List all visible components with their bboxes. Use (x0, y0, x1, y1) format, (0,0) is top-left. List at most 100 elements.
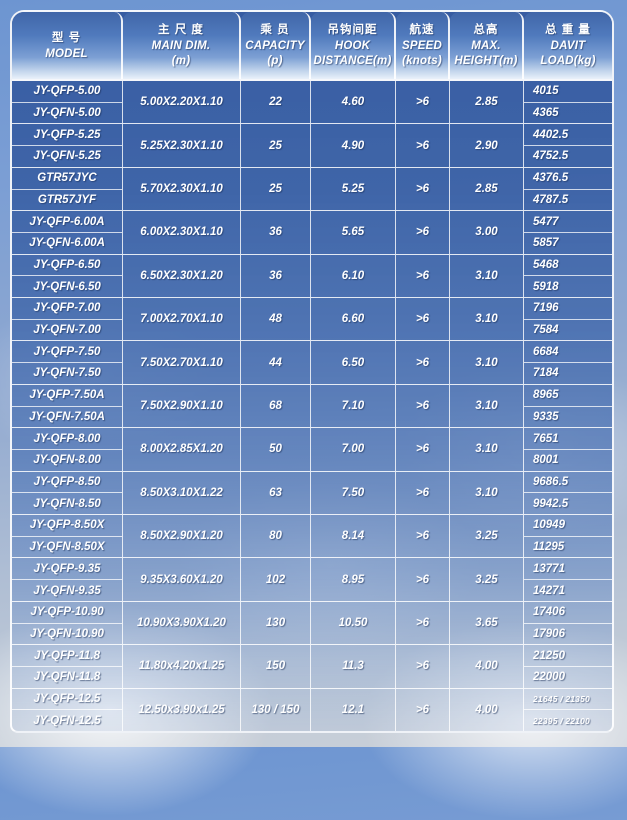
load-secondary: 4787.5 (533, 193, 569, 206)
model-secondary: JY-QFN-10.90 (30, 627, 104, 640)
model-cell: JY-QFP-10.90 JY-QFN-10.90 (12, 601, 123, 645)
height-cell: 3.00 (450, 211, 524, 254)
model-cell: JY-QFP-6.50 JY-QFN-6.50 (12, 254, 123, 298)
hook-cell: 12.1 (311, 688, 396, 731)
speed-cell: >6 (396, 384, 450, 428)
dim-cell: 8.50X3.10X1.22 (123, 471, 241, 515)
load-secondary: 4752.5 (533, 150, 569, 163)
hook-cell: 8.95 (311, 558, 396, 601)
header-en: MAX. (471, 39, 501, 52)
load-primary: 5477 (524, 211, 612, 233)
model-cell: JY-QFP-12.5 JY-QFN-12.5 (12, 688, 123, 731)
dim-cell: 10.90X3.90X1.20 (123, 601, 241, 645)
header-en: SPEED (402, 39, 442, 52)
table-row-group: GTR57JYC GTR57JYF 5.70X2.30X1.10 25 5.25… (12, 167, 612, 212)
speed-cell: >6 (396, 81, 450, 124)
load-primary: 13771 (524, 558, 612, 581)
spec-table: 型 号 MODEL 主 尺 度 MAIN DIM. (m) 乘 员 CAPACI… (10, 10, 614, 733)
table-header: 型 号 MODEL 主 尺 度 MAIN DIM. (m) 乘 员 CAPACI… (12, 12, 612, 81)
height-cell: 3.10 (450, 298, 524, 341)
table-row-group: JY-QFP-6.00A JY-QFN-6.00A 6.00X2.30X1.10… (12, 211, 612, 255)
model-primary: GTR57JYC (12, 168, 122, 190)
speed-cell: >6 (396, 515, 450, 558)
load-primary: 5468 (524, 255, 612, 277)
model-primary: JY-QFP-12.5 (12, 689, 122, 711)
header-en: DAVIT (550, 39, 586, 52)
load-cell: 21645 / 21350 22395 / 22100 (524, 689, 612, 731)
hook-cell: 6.60 (311, 298, 396, 341)
model-secondary: JY-QFN-7.50A (29, 410, 105, 423)
model-cell: JY-QFP-8.00 JY-QFN-8.00 (12, 428, 123, 471)
model-primary: JY-QFP-5.25 (12, 124, 122, 147)
capacity-cell: 102 (241, 558, 311, 601)
header-zh: 型 号 (51, 31, 82, 44)
model-primary: JY-QFP-7.50A (12, 385, 122, 407)
model-secondary: JY-QFN-5.25 (33, 150, 101, 163)
load-primary: 6684 (524, 341, 612, 364)
load-primary: 7651 (524, 428, 612, 450)
table-row-group: JY-QFP-7.50 JY-QFN-7.50 7.50X2.70X1.10 4… (12, 341, 612, 385)
header-en: MAIN DIM. (151, 39, 211, 52)
table-row-group: JY-QFP-9.35 JY-QFN-9.35 9.35X3.60X1.20 1… (12, 558, 612, 602)
model-secondary: JY-QFN-12.5 (33, 714, 101, 727)
header-en: CAPACITY (245, 39, 305, 52)
load-cell: 4402.5 4752.5 (524, 124, 612, 166)
capacity-cell: 50 (241, 428, 311, 471)
height-cell: 3.10 (450, 341, 524, 384)
model-primary: JY-QFP-7.50 (12, 341, 122, 364)
table-row-group: JY-QFP-8.00 JY-QFN-8.00 8.00X2.85X1.20 5… (12, 428, 612, 472)
hook-cell: 5.25 (311, 167, 396, 211)
dim-cell: 8.00X2.85X1.20 (123, 428, 241, 471)
height-cell: 2.90 (450, 124, 524, 167)
speed-cell: >6 (396, 254, 450, 298)
speed-cell: >6 (396, 211, 450, 254)
capacity-cell: 36 (241, 254, 311, 298)
height-cell: 3.10 (450, 428, 524, 471)
dim-cell: 7.50X2.90X1.10 (123, 384, 241, 428)
load-secondary: 17906 (533, 627, 565, 640)
table-row-group: JY-QFP-12.5 JY-QFN-12.5 12.50x3.90x1.25 … (12, 688, 612, 731)
header-zh: 总 重 量 (545, 24, 591, 37)
speed-cell: >6 (396, 167, 450, 211)
model-secondary: JY-QFN-7.50 (33, 367, 101, 380)
model-cell: JY-QFP-8.50 JY-QFN-8.50 (12, 471, 123, 515)
dim-cell: 5.00X2.20X1.10 (123, 81, 241, 124)
hook-cell: 5.65 (311, 211, 396, 254)
capacity-cell: 25 (241, 167, 311, 211)
capacity-cell: 44 (241, 341, 311, 384)
hook-cell: 8.14 (311, 515, 396, 558)
load-cell: 7196 7584 (524, 298, 612, 340)
header-zh: 吊钩间距 (327, 24, 378, 37)
load-secondary: 4365 (533, 107, 559, 120)
header-en: HEIGHT(m) (454, 55, 518, 68)
table-row-group: JY-QFP-11.8 JY-QFN-11.8 11.80x4.20x1.25 … (12, 645, 612, 689)
table-row-group: JY-QFP-5.25 JY-QFN-5.25 5.25X2.30X1.10 2… (12, 124, 612, 168)
speed-cell: >6 (396, 558, 450, 601)
capacity-cell: 68 (241, 384, 311, 428)
load-secondary: 8001 (533, 454, 559, 467)
model-primary: JY-QFP-8.50 (12, 472, 122, 494)
load-primary: 8965 (524, 385, 612, 407)
load-primary: 4015 (524, 81, 612, 103)
header-en: MODEL (45, 47, 88, 60)
speed-cell: >6 (396, 298, 450, 341)
dim-cell: 5.25X2.30X1.10 (123, 124, 241, 167)
table-body: JY-QFP-5.00 JY-QFN-5.00 5.00X2.20X1.10 2… (12, 81, 612, 731)
model-primary: JY-QFP-5.00 (12, 81, 122, 103)
table-row-group: JY-QFP-6.50 JY-QFN-6.50 6.50X2.30X1.20 3… (12, 254, 612, 299)
hook-cell: 11.3 (311, 645, 396, 688)
height-cell: 3.25 (450, 558, 524, 601)
model-cell: JY-QFP-11.8 JY-QFN-11.8 (12, 645, 123, 688)
header-zh: 乘 员 (260, 24, 290, 37)
load-cell: 17406 17906 (524, 602, 612, 644)
load-secondary: 14271 (533, 584, 565, 597)
dim-cell: 5.70X2.30X1.10 (123, 167, 241, 211)
model-secondary: JY-QFN-8.00 (33, 454, 101, 467)
model-secondary: JY-QFN-5.00 (33, 107, 101, 120)
hook-cell: 4.90 (311, 124, 396, 167)
load-secondary: 5857 (533, 237, 559, 250)
header-en: LOAD(kg) (540, 55, 596, 68)
dim-cell: 8.50X2.90X1.20 (123, 515, 241, 558)
model-primary: JY-QFP-10.90 (12, 602, 122, 624)
load-primary: 7196 (524, 298, 612, 320)
